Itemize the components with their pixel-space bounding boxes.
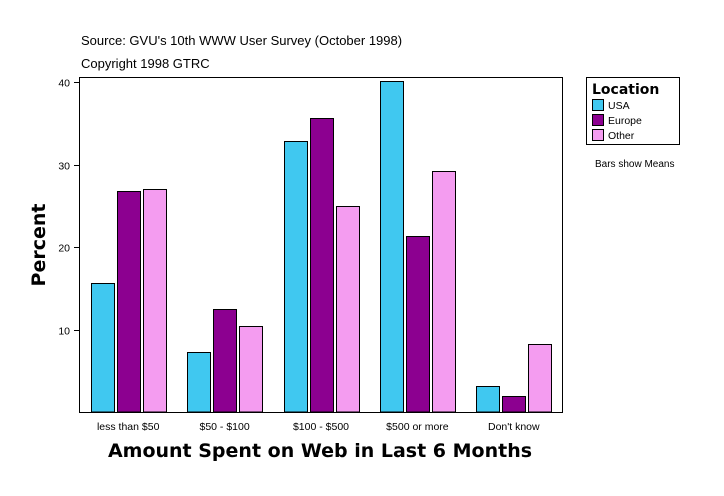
y-tick-label: 30 — [58, 161, 70, 173]
x-axis-title: Amount Spent on Web in Last 6 Months — [108, 440, 532, 462]
bar-europe-0 — [117, 191, 141, 413]
bar-usa-3 — [380, 81, 404, 413]
source-text: Source: GVU's 10th WWW User Survey (Octo… — [81, 33, 402, 48]
bar-europe-3 — [406, 236, 430, 413]
x-tick-label: less than $50 — [97, 421, 160, 433]
bar-usa-4 — [476, 386, 500, 413]
x-axis-labels: less than $50 $50 - $100 $100 - $500 $500 o… — [97, 421, 540, 433]
bar-usa-2 — [284, 141, 308, 413]
legend-label-europe: Europe — [608, 115, 642, 127]
legend-swatch-europe — [592, 114, 604, 126]
bar-europe-2 — [310, 118, 334, 413]
legend-swatch-usa — [592, 99, 604, 111]
bar-other-1 — [239, 326, 263, 413]
legend: Location USA Europe Other — [586, 77, 680, 145]
x-tick-label: $50 - $100 — [199, 421, 249, 433]
bar-other-4 — [528, 344, 552, 413]
legend-label-usa: USA — [608, 100, 630, 112]
bar-other-2 — [336, 206, 360, 413]
bars-group — [91, 81, 552, 413]
bar-other-3 — [432, 171, 456, 413]
x-tick-label: $100 - $500 — [293, 421, 349, 433]
bar-other-0 — [143, 189, 167, 413]
x-tick-label: $500 or more — [386, 421, 449, 433]
x-tick-label: Don't know — [488, 421, 540, 433]
bar-europe-4 — [502, 396, 526, 413]
legend-label-other: Other — [608, 130, 635, 142]
y-tick-label: 10 — [58, 326, 70, 338]
legend-swatch-other — [592, 129, 604, 141]
y-axis-title: Percent — [28, 204, 50, 287]
y-tick-label: 40 — [58, 78, 70, 90]
bars-note: Bars show Means — [595, 159, 674, 170]
bar-usa-0 — [91, 283, 115, 413]
y-axis-ticks: 10 20 30 40 — [58, 78, 80, 338]
legend-title: Location — [592, 82, 659, 98]
y-tick-label: 20 — [58, 243, 70, 255]
legend-items: USA Europe Other — [592, 99, 642, 142]
bar-usa-1 — [187, 352, 211, 413]
bar-europe-1 — [213, 309, 237, 413]
copyright-text: Copyright 1998 GTRC — [81, 56, 210, 71]
